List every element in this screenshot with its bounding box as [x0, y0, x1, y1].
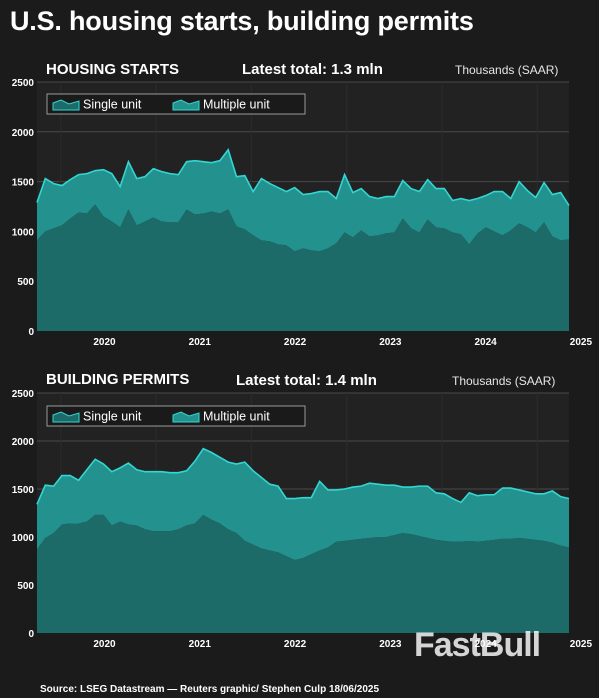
y-tick-label: 2000: [12, 128, 35, 139]
y-tick-label: 500: [17, 277, 34, 288]
x-tick-label: 2021: [189, 337, 212, 348]
x-tick-label: 2024: [475, 337, 498, 348]
legend-swatch: [52, 411, 80, 423]
y-tick-label: 2500: [12, 78, 35, 89]
building-permits-label: BUILDING PERMITS: [46, 371, 190, 388]
legend-swatch: [172, 411, 200, 423]
x-tick-label: 2022: [284, 337, 307, 348]
x-tick-label: 2025: [570, 639, 593, 650]
y-tick-label: 2000: [12, 437, 35, 448]
x-tick-label: 2023: [379, 337, 402, 348]
legend: Single unit Multiple unit: [46, 93, 306, 115]
housing-starts-chart: 0 500 1000 1500 2000 2500 2020 2021 2022 2023 2024…: [12, 78, 593, 348]
series-total-line: [36, 447, 570, 505]
y-tick-label: 500: [17, 581, 34, 592]
y-tick-label: 1000: [12, 227, 35, 238]
legend-swatch: [52, 99, 80, 111]
y-tick-label: 0: [28, 327, 34, 338]
series-multiple-unit-area: [37, 149, 569, 252]
x-tick-label: 2021: [189, 639, 212, 650]
building-permits-units: Thousands (SAAR): [452, 374, 556, 388]
legend-entry: Single unit: [83, 410, 142, 424]
legend: Single unit Multiple unit: [46, 405, 306, 427]
series-total-line: [36, 148, 570, 206]
series-multiple-unit-area: [37, 448, 569, 561]
legend-swatch: [172, 99, 200, 111]
legend-entry: Multiple unit: [203, 98, 270, 112]
watermark-logo: FastBull: [414, 626, 541, 664]
x-tick-label: 2020: [93, 639, 116, 650]
page-title: U.S. housing starts, building permits: [10, 6, 474, 36]
housing-starts-units: Thousands (SAAR): [455, 63, 559, 77]
series-single-unit-area: [37, 514, 569, 633]
x-tick-label: 2024: [475, 639, 498, 650]
x-tick-label: 2023: [379, 639, 402, 650]
building-permits-latest: Latest total: 1.4 mln: [236, 372, 377, 389]
y-tick-label: 1000: [12, 533, 35, 544]
y-tick-label: 1500: [12, 178, 35, 189]
x-tick-label: 2022: [284, 639, 307, 650]
series-single-unit-area: [37, 204, 569, 331]
source-note: Source: LSEG Datastream — Reuters graphi…: [40, 684, 380, 695]
y-tick-label: 1500: [12, 485, 35, 496]
y-tick-label: 2500: [12, 389, 35, 400]
housing-starts-latest: Latest total: 1.3 mln: [242, 61, 383, 78]
legend-entry: Multiple unit: [203, 410, 270, 424]
x-tick-label: 2025: [570, 337, 593, 348]
x-tick-label: 2020: [93, 337, 116, 348]
legend-entry: Single unit: [83, 98, 142, 112]
housing-starts-label: HOUSING STARTS: [46, 61, 180, 78]
y-tick-label: 0: [28, 629, 34, 640]
